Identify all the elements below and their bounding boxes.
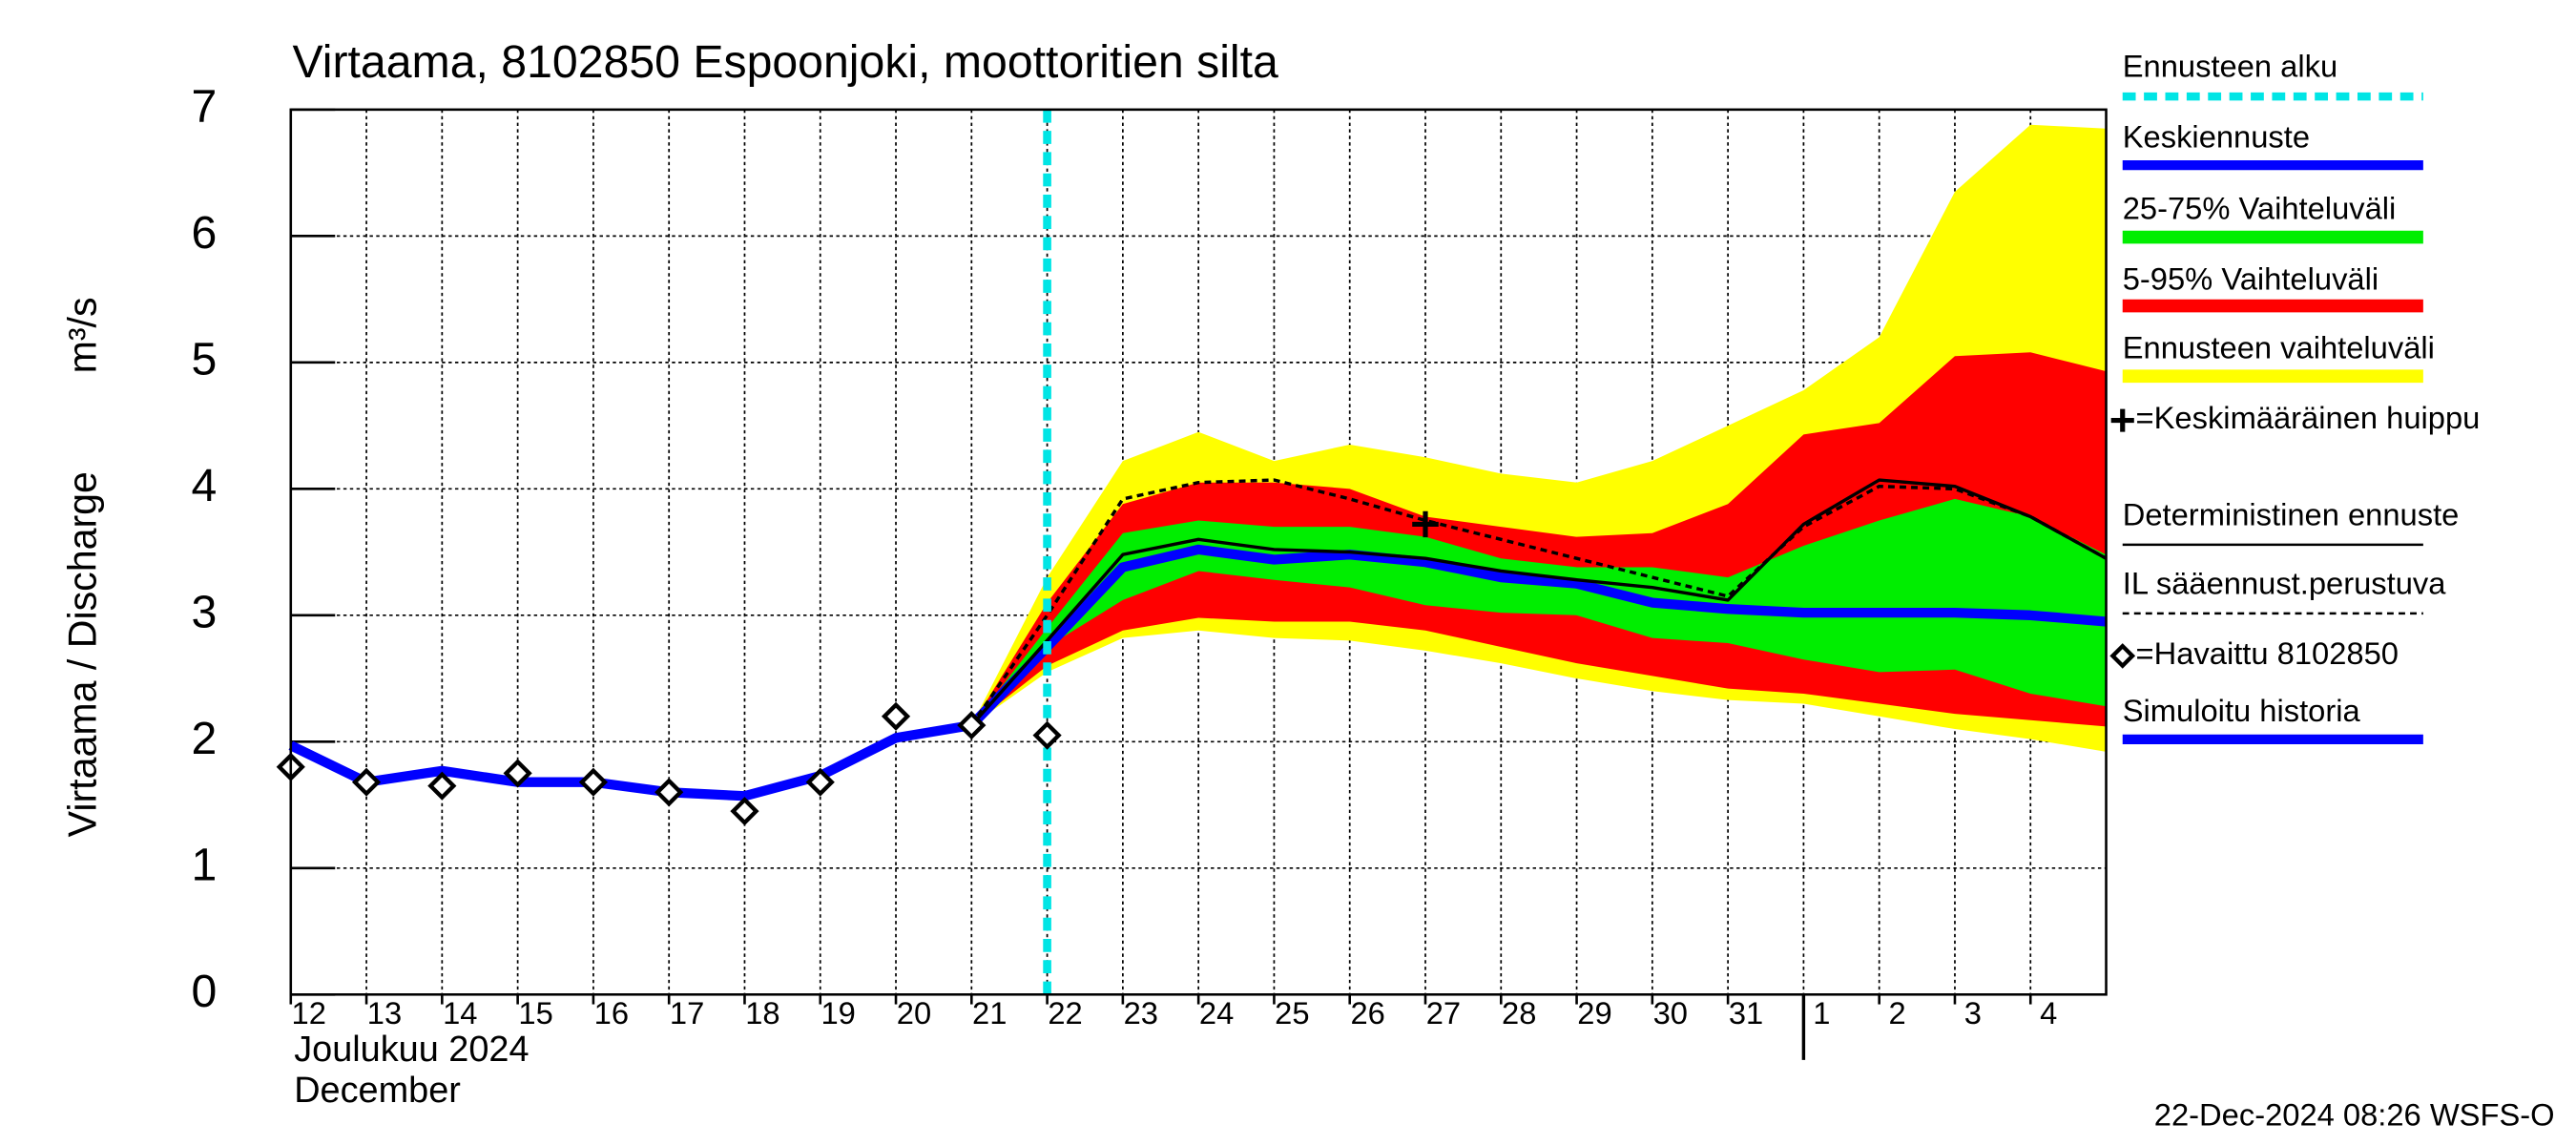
x-tick-label: 1 xyxy=(1813,995,1830,1030)
observed-point xyxy=(805,767,835,797)
x-tick-label: 28 xyxy=(1502,995,1536,1030)
y-tick-label: 7 xyxy=(191,81,217,133)
x-tick-label: 12 xyxy=(292,995,326,1030)
x-tick-label: 25 xyxy=(1275,995,1309,1030)
observed-point xyxy=(503,759,532,788)
observed-point xyxy=(957,711,987,740)
observed-point xyxy=(654,778,684,807)
legend-observed-symbol xyxy=(2109,643,2136,669)
legend-label: IL sääennust.perustuva xyxy=(2123,565,2447,600)
y-tick-label: 2 xyxy=(191,713,217,764)
observed-point xyxy=(578,767,609,797)
x-axis-label: Joulukuu 2024 xyxy=(294,1030,529,1070)
legend-label: Simuloitu historia xyxy=(2123,693,2361,728)
x-tick-label: 2 xyxy=(1889,995,1906,1030)
x-tick-label: 15 xyxy=(518,995,552,1030)
x-tick-label: 13 xyxy=(367,995,402,1030)
observed-point xyxy=(427,771,457,801)
legend-label: 25-75% Vaihteluväli xyxy=(2123,191,2397,226)
x-tick-label: 4 xyxy=(2040,995,2057,1030)
series-line xyxy=(969,478,2108,727)
x-tick-label: 24 xyxy=(1199,995,1234,1030)
series-line xyxy=(967,544,2107,729)
x-axis-label-en: December xyxy=(294,1071,461,1111)
y-tick-label: 3 xyxy=(191,587,217,638)
legend-label: Ennusteen alku xyxy=(2123,49,2337,84)
y-tick-label: 1 xyxy=(191,840,217,891)
x-tick-label: 26 xyxy=(1350,995,1384,1030)
y-tick-label: 6 xyxy=(191,207,217,259)
y-axis-label: Virtaama / Discharge xyxy=(60,471,104,837)
series-line xyxy=(288,720,973,802)
x-tick-label: 23 xyxy=(1124,995,1158,1030)
chart-title: Virtaama, 8102850 Espoonjoki, moottoriti… xyxy=(293,36,1279,88)
plot-frame xyxy=(289,108,2108,996)
observed-point xyxy=(881,701,911,731)
observed-point xyxy=(351,767,382,797)
x-tick-label: 21 xyxy=(972,995,1007,1030)
y-tick-label: 4 xyxy=(191,460,217,511)
x-tick-label: 17 xyxy=(670,995,704,1030)
y-tick-label: 0 xyxy=(191,966,217,1017)
x-tick-label: 14 xyxy=(443,995,477,1030)
legend-label: Deterministinen ennuste xyxy=(2123,496,2460,531)
observed-point xyxy=(730,797,759,826)
y-axis-unit: m³/s xyxy=(60,297,104,373)
x-tick-label: 20 xyxy=(897,995,931,1030)
x-tick-label: 30 xyxy=(1653,995,1688,1030)
x-tick-label: 3 xyxy=(1964,995,1982,1030)
y-tick-label: 5 xyxy=(191,334,217,385)
series-line xyxy=(970,478,2108,727)
x-tick-label: 16 xyxy=(594,995,629,1030)
legend-label: =Keskimääräinen huippu xyxy=(2136,400,2481,435)
x-tick-label: 31 xyxy=(1729,995,1763,1030)
x-tick-label: 19 xyxy=(821,995,856,1030)
x-tick-label: 18 xyxy=(745,995,779,1030)
x-tick-label: 22 xyxy=(1048,995,1082,1030)
peak-marker xyxy=(1412,510,1439,538)
legend-peak-symbol xyxy=(2110,408,2134,432)
legend-label: Keskiennuste xyxy=(2123,118,2310,154)
legend-label: =Havaittu 8102850 xyxy=(2136,635,2399,671)
x-tick-label: 27 xyxy=(1426,995,1461,1030)
footer: 22-Dec-2024 08:26 WSFS-O xyxy=(2154,1097,2555,1133)
x-tick-label: 29 xyxy=(1577,995,1611,1030)
legend-label: Ennusteen vaihteluväli xyxy=(2123,330,2435,365)
legend-label: 5-95% Vaihteluväli xyxy=(2123,261,2379,297)
observed-point xyxy=(1032,720,1062,750)
